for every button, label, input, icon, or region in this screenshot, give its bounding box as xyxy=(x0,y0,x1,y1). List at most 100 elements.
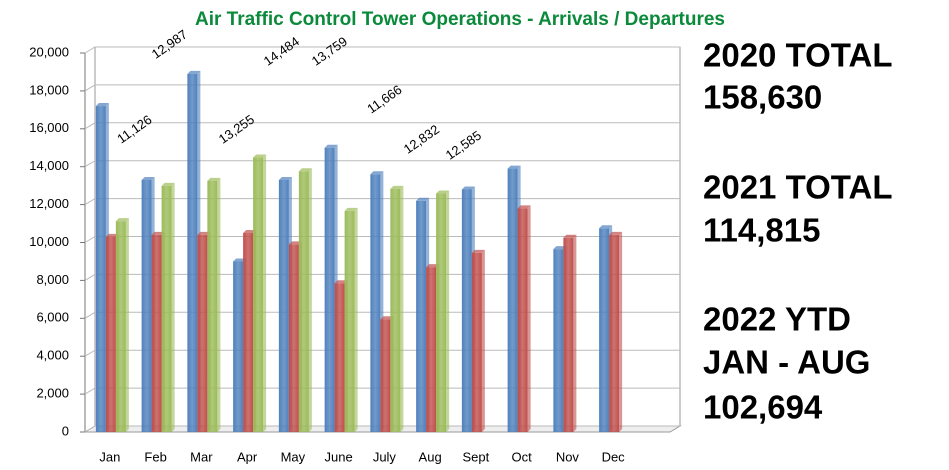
x-tick-label: Mar xyxy=(190,449,213,464)
grid-line xyxy=(84,425,680,433)
chart-title: Air Traffic Control Tower Operations - A… xyxy=(195,9,725,30)
bar xyxy=(151,234,162,432)
annotation: 2021 TOTAL xyxy=(703,169,893,206)
bar-top xyxy=(380,316,394,320)
bar-top xyxy=(197,231,211,235)
x-tick-label: Feb xyxy=(144,449,166,464)
bar-top xyxy=(324,144,338,148)
bar-side xyxy=(527,205,531,432)
y-tick-label: 2,000 xyxy=(36,386,69,401)
bar-top xyxy=(243,230,257,234)
bar-top xyxy=(426,264,440,268)
bar-top xyxy=(507,165,521,169)
bar-top xyxy=(161,182,175,186)
bar xyxy=(253,157,264,432)
bar-top xyxy=(141,176,155,180)
x-tick-label: May xyxy=(281,449,306,464)
bar xyxy=(233,261,244,432)
x-tick-label: Oct xyxy=(512,449,533,464)
grid-line xyxy=(84,122,680,130)
bar xyxy=(507,168,518,432)
annotation: JAN - AUG xyxy=(703,344,870,381)
bar-top xyxy=(95,103,109,107)
bar xyxy=(334,283,345,432)
y-tick-label: 12,000 xyxy=(29,196,69,211)
y-tick-label: 6,000 xyxy=(36,310,69,325)
y-tick-label: 16,000 xyxy=(29,120,69,135)
grid-line xyxy=(84,349,680,357)
bar xyxy=(426,267,437,432)
bar-top xyxy=(416,197,430,201)
bar-side xyxy=(217,177,221,432)
grid-line xyxy=(84,387,680,395)
bar xyxy=(187,73,198,432)
grid-line xyxy=(84,236,680,243)
bar xyxy=(95,106,106,432)
bar-side xyxy=(400,185,404,432)
bar xyxy=(161,185,172,432)
bar xyxy=(207,180,218,432)
bar xyxy=(298,171,309,432)
bar-top xyxy=(609,231,623,235)
bar-side xyxy=(573,234,577,432)
annotation: 158,630 xyxy=(703,79,822,116)
grid-line xyxy=(84,84,680,92)
x-tick-label: Nov xyxy=(556,449,580,464)
bar xyxy=(390,188,401,432)
bar-top xyxy=(334,280,348,284)
bar xyxy=(609,234,620,432)
bar-top xyxy=(151,231,165,235)
bar xyxy=(278,179,289,432)
bar xyxy=(380,319,391,432)
bar-side xyxy=(171,182,175,432)
bar xyxy=(344,210,355,432)
x-tick-label: Aug xyxy=(419,449,442,464)
annotation: 114,815 xyxy=(703,212,820,249)
y-tick-label: 8,000 xyxy=(36,272,69,287)
bar xyxy=(461,189,472,432)
y-tick-label: 20,000 xyxy=(29,44,69,59)
bar-top xyxy=(461,186,475,190)
bar-side xyxy=(619,231,623,432)
y-tick-label: 18,000 xyxy=(29,82,69,97)
bar xyxy=(517,208,528,432)
y-tick-label: 4,000 xyxy=(36,348,69,363)
bar-side xyxy=(446,190,450,432)
bar xyxy=(105,236,116,432)
bar xyxy=(563,237,574,432)
bar-top xyxy=(517,205,531,209)
x-tick-label: Jan xyxy=(99,449,120,464)
x-tick-label: July xyxy=(373,449,397,464)
bar-side xyxy=(125,218,129,432)
bar xyxy=(243,233,254,432)
annotation: 2022 YTD xyxy=(703,301,851,338)
bar-side xyxy=(354,207,358,432)
x-tick-label: Dec xyxy=(602,449,626,464)
bar xyxy=(416,200,427,432)
bar-top xyxy=(390,185,404,189)
bar xyxy=(370,174,381,432)
bar-top xyxy=(370,171,384,175)
annotation: 2020 TOTAL xyxy=(703,37,893,74)
bar-top xyxy=(563,234,577,238)
bar-top xyxy=(105,233,119,237)
bar-top xyxy=(253,154,267,158)
bar xyxy=(115,221,126,432)
grid-line xyxy=(84,46,680,54)
bar-top xyxy=(115,218,129,222)
bar-top xyxy=(233,258,247,262)
bar xyxy=(471,252,482,432)
x-tick-label: June xyxy=(325,449,353,464)
bar-top xyxy=(187,70,201,74)
grid-line xyxy=(84,198,680,206)
bar-top xyxy=(207,177,221,181)
bar xyxy=(288,244,299,432)
bar-top xyxy=(599,225,613,229)
grid-line xyxy=(84,311,680,319)
bar xyxy=(553,249,564,432)
bar xyxy=(141,179,152,432)
y-tick-label: 14,000 xyxy=(29,158,69,173)
bar-top xyxy=(436,190,450,194)
bar xyxy=(324,147,335,432)
